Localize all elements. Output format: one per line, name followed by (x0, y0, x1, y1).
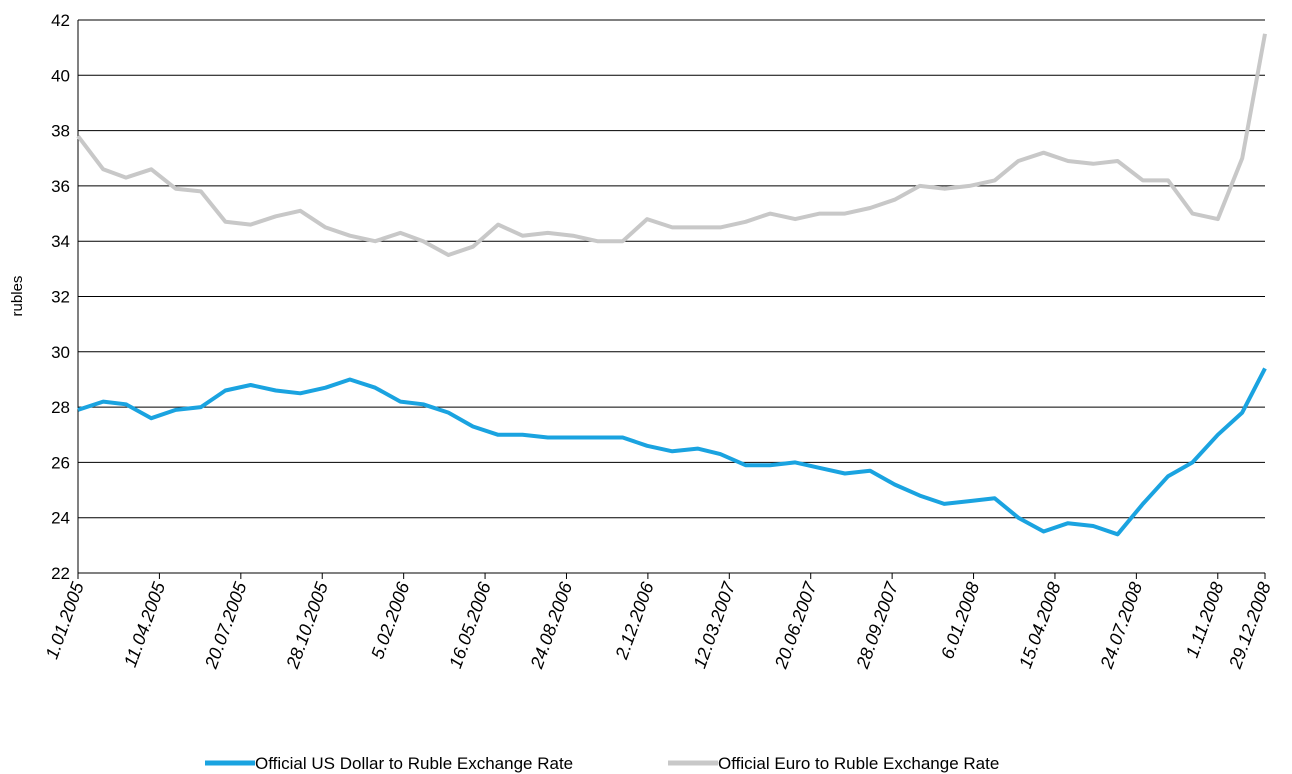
legend-label: Official Euro to Ruble Exchange Rate (718, 754, 999, 773)
legend-label: Official US Dollar to Ruble Exchange Rat… (255, 754, 573, 773)
x-tick-label: 24.08.2006 (526, 579, 576, 672)
x-tick-label: 28.09.2007 (852, 579, 902, 672)
series-line (77, 367, 1267, 537)
y-tick-label: 40 (51, 66, 70, 85)
x-tick-label: 24.07.2008 (1096, 580, 1146, 672)
x-tick-label: 2.12.2006 (611, 579, 658, 663)
x-tick-label: 29.12.2008 (1225, 580, 1275, 672)
y-tick-label: 36 (51, 177, 70, 196)
y-tick-label: 28 (51, 398, 70, 417)
y-tick-label: 22 (51, 564, 70, 583)
x-tick-label: 20.06.2007 (771, 579, 821, 672)
x-tick-label: 1.01.2005 (42, 579, 89, 662)
x-tick-label: 20.07.2005 (201, 579, 251, 672)
x-tick-label: 11.04.2005 (120, 579, 169, 670)
x-tick-label: 15.04.2008 (1015, 580, 1065, 672)
x-tick-label: 1.11.2008 (1182, 580, 1228, 661)
y-tick-label: 42 (51, 11, 70, 30)
x-tick-label: 5.02.2006 (367, 579, 414, 662)
y-tick-label: 34 (51, 232, 70, 251)
x-tick-label: 16.05.2006 (445, 579, 495, 671)
x-tick-label: 12.03.2007 (689, 579, 739, 671)
y-axis-label: rubles (9, 276, 26, 317)
y-tick-label: 32 (51, 288, 70, 307)
x-tick-label: 6.01.2008 (937, 580, 983, 662)
series-line (76, 33, 1267, 257)
y-tick-label: 38 (51, 122, 70, 141)
y-tick-label: 26 (51, 453, 70, 472)
y-tick-label: 24 (51, 509, 70, 528)
x-tick-label: 28.10.2005 (282, 579, 332, 672)
y-tick-label: 30 (51, 343, 70, 362)
